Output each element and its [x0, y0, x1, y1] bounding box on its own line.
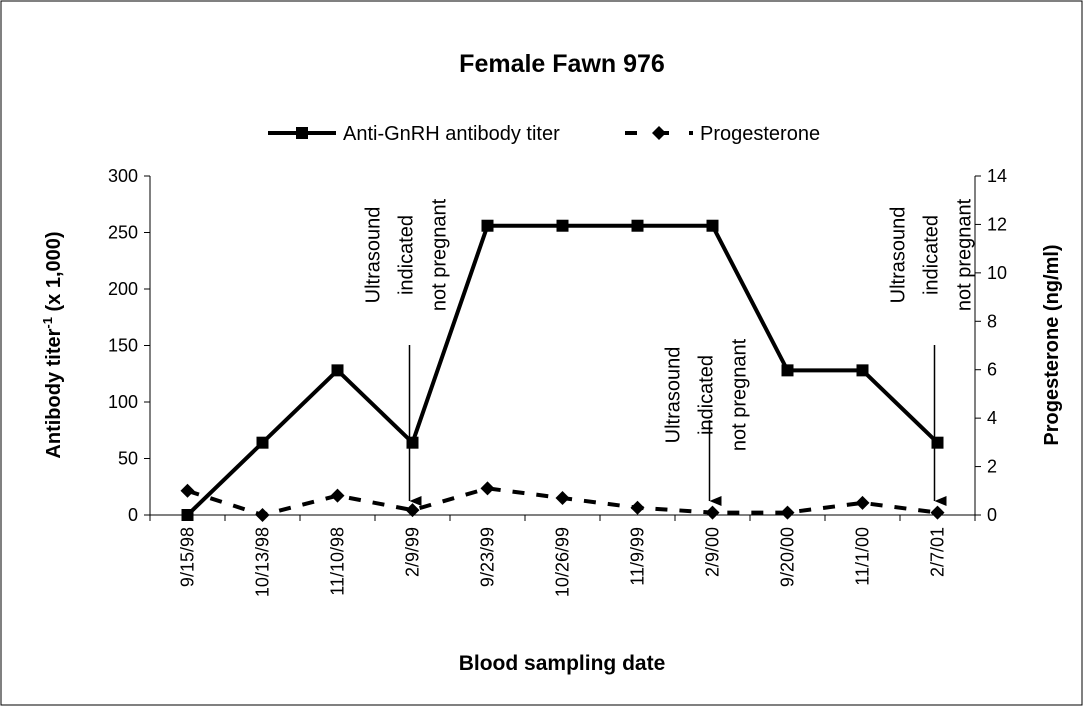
- annotation-text: Ultrasound: [888, 207, 910, 304]
- chart-title: Female Fawn 976: [459, 50, 665, 78]
- marker-diamond: [480, 481, 495, 496]
- legend-marker: [296, 127, 308, 139]
- legend-label: Anti-GnRH antibody titer: [343, 123, 560, 145]
- marker-diamond: [405, 503, 420, 518]
- y2-tick-label: 14: [987, 166, 1007, 186]
- marker-diamond: [855, 495, 870, 510]
- legend-marker: [652, 126, 666, 140]
- x-tick-label: 2/9/00: [703, 527, 723, 577]
- y-tick-label: 150: [108, 336, 138, 356]
- marker-square: [181, 509, 194, 521]
- marker-square: [556, 219, 569, 232]
- marker-diamond: [255, 508, 270, 522]
- annotation-text: Ultrasound: [363, 207, 385, 304]
- marker-square: [406, 436, 419, 449]
- marker-diamond: [780, 505, 795, 520]
- x-axis-title: Blood sampling date: [459, 652, 666, 675]
- annotation-text: indicated: [396, 215, 418, 295]
- x-tick-label: 2/9/99: [403, 527, 423, 577]
- y-tick-label: 250: [108, 223, 138, 243]
- annotation-text: indicated: [696, 355, 718, 435]
- y-axis-title-sup: -1: [40, 317, 55, 329]
- marker-diamond: [630, 500, 645, 515]
- marker-square: [481, 219, 494, 232]
- x-tick-label: 9/15/98: [178, 527, 198, 587]
- y2-tick-label: 4: [987, 408, 997, 428]
- y-tick-label: 300: [108, 166, 138, 186]
- marker-square: [631, 219, 644, 232]
- annotation-text: not pregnant: [429, 198, 451, 311]
- marker-square: [256, 436, 269, 449]
- y2-tick-label: 12: [987, 214, 1007, 234]
- y2-tick-label: 2: [987, 457, 997, 477]
- annotation-text: not pregnant: [954, 198, 976, 311]
- y-tick-label: 200: [108, 279, 138, 299]
- annotation-text: indicated: [921, 215, 943, 295]
- marker-diamond: [930, 505, 945, 520]
- marker-square: [706, 219, 719, 232]
- legend-label: Progesterone: [700, 123, 820, 145]
- marker-square: [331, 364, 344, 377]
- marker-square: [856, 364, 869, 377]
- x-tick-label: 11/1/00: [853, 527, 873, 586]
- y2-axis-title: Progesterone (ng/ml): [1041, 244, 1063, 445]
- marker-diamond: [705, 505, 720, 520]
- y2-tick-label: 6: [987, 360, 997, 380]
- annotation-text: Ultrasound: [663, 347, 685, 444]
- marker-diamond: [180, 483, 195, 498]
- x-tick-label: 9/20/00: [778, 527, 798, 587]
- x-tick-label: 2/7/01: [928, 527, 948, 577]
- marker-square: [781, 364, 794, 377]
- annotation-text: not pregnant: [729, 338, 751, 451]
- y-axis-title-suffix: (x 1,000): [43, 231, 65, 317]
- marker-diamond: [555, 491, 570, 506]
- marker-diamond: [330, 488, 345, 503]
- y-tick-label: 50: [118, 449, 138, 469]
- marker-square: [931, 436, 944, 449]
- x-tick-label: 9/23/99: [478, 527, 498, 587]
- y2-tick-label: 10: [987, 263, 1007, 283]
- y2-tick-label: 0: [987, 505, 997, 525]
- x-tick-label: 10/26/99: [553, 527, 573, 597]
- y-axis-title: Antibody titer-1 (x 1,000): [40, 231, 65, 458]
- x-tick-label: 11/9/99: [628, 527, 648, 586]
- y-tick-label: 100: [108, 392, 138, 412]
- y-axis-title-text: Antibody titer: [43, 328, 65, 458]
- y2-tick-label: 8: [987, 311, 997, 331]
- x-tick-label: 10/13/98: [253, 527, 273, 597]
- x-tick-label: 11/10/98: [328, 527, 348, 596]
- y-tick-label: 0: [128, 505, 138, 525]
